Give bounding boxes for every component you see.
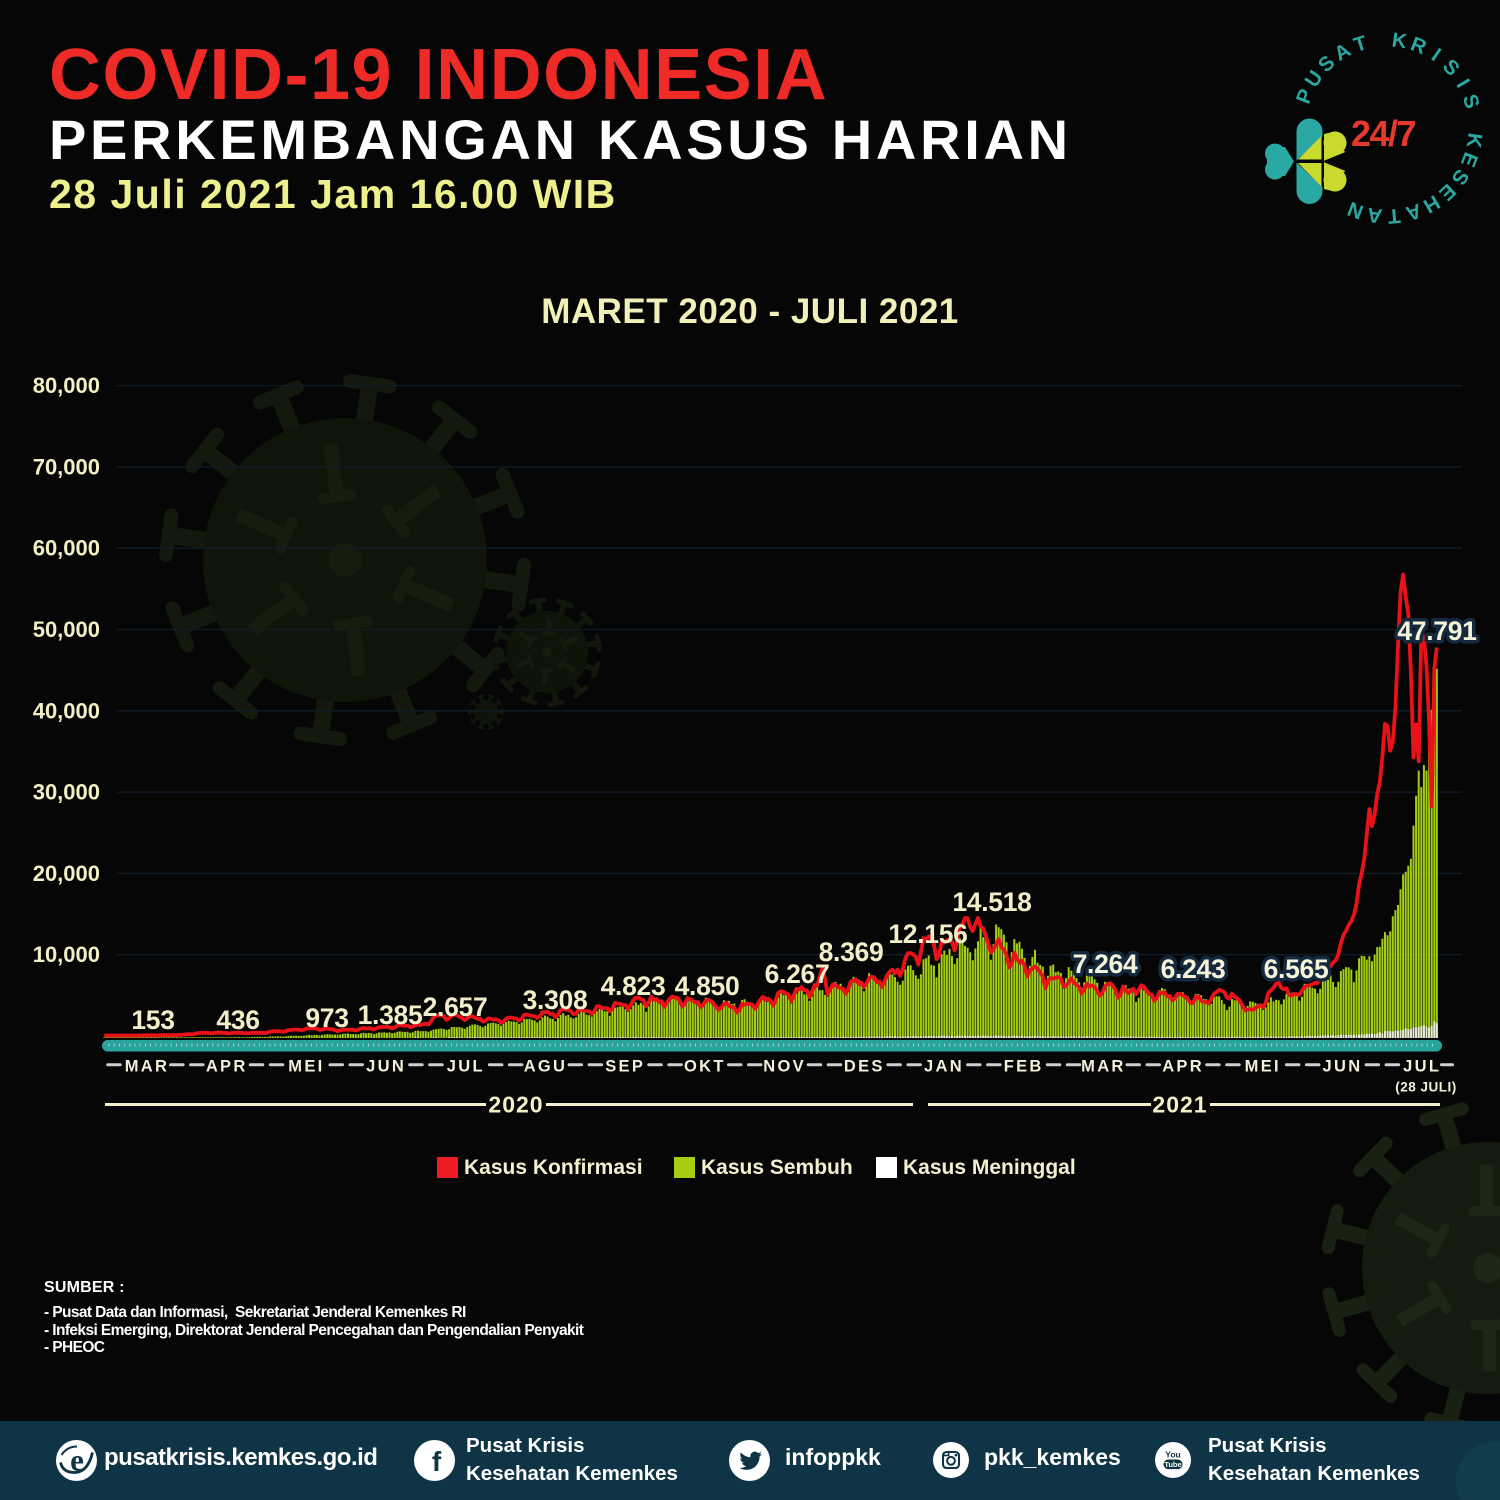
svg-text:1.385: 1.385 [358,1000,423,1030]
svg-text:N: N [1344,197,1366,224]
svg-text:f: f [432,1446,442,1477]
svg-text:JUL: JUL [447,1058,485,1076]
svg-text:MAR: MAR [125,1058,169,1076]
svg-text:R: R [1408,32,1430,59]
svg-text:973: 973 [305,1003,348,1033]
svg-text:JUN: JUN [366,1058,406,1076]
svg-text:2020: 2020 [488,1092,543,1118]
svg-text:2.657: 2.657 [423,992,488,1022]
svg-text:8.369: 8.369 [819,937,884,967]
svg-text:T: T [1387,204,1402,228]
svg-text:12.156: 12.156 [888,919,967,949]
svg-text:436: 436 [216,1005,259,1035]
svg-text:S: S [1438,55,1464,81]
svg-text:50,000: 50,000 [33,617,100,642]
svg-text:APR: APR [206,1058,248,1076]
svg-text:A: A [1365,203,1383,228]
svg-text:e: e [70,1443,84,1478]
svg-text:24/7: 24/7 [1351,113,1416,154]
svg-text:3.308: 3.308 [523,985,588,1015]
svg-text:2021: 2021 [1152,1092,1207,1118]
svg-text:K: K [1462,131,1487,149]
svg-text:153: 153 [131,1005,174,1035]
svg-text:7.264: 7.264 [1073,949,1138,979]
svg-text:OKT: OKT [684,1058,726,1076]
svg-text:Tube: Tube [1164,1460,1181,1469]
svg-text:(28 JULI): (28 JULI) [1395,1080,1457,1095]
svg-text:4.823: 4.823 [601,971,666,1001]
svg-text:I: I [1427,44,1445,66]
svg-text:NOV: NOV [763,1058,806,1076]
svg-text:4.850: 4.850 [675,971,740,1001]
svg-text:30,000: 30,000 [33,780,100,805]
svg-text:JUL: JUL [1403,1058,1441,1076]
svg-text:AGU: AGU [524,1058,568,1076]
svg-text:I: I [1452,75,1475,92]
svg-text:APR: APR [1162,1058,1204,1076]
svg-text:MEI: MEI [1245,1058,1281,1076]
svg-text:JUN: JUN [1323,1058,1363,1076]
svg-text:A: A [1403,199,1424,225]
svg-text:K: K [1390,28,1408,53]
svg-text:14.518: 14.518 [952,887,1031,917]
svg-text:6.243: 6.243 [1161,954,1226,984]
svg-text:40,000: 40,000 [33,698,100,723]
svg-text:H: H [1419,190,1443,217]
svg-text:T: T [1351,31,1370,57]
svg-text:6.565: 6.565 [1264,954,1329,984]
svg-text:20,000: 20,000 [33,861,100,886]
svg-text:A: A [1330,38,1355,65]
svg-text:S: S [1458,91,1484,111]
svg-text:E: E [1456,149,1482,170]
svg-text:SEP: SEP [605,1058,645,1076]
svg-text:80,000: 80,000 [33,373,100,398]
svg-text:You: You [1165,1450,1180,1460]
svg-text:70,000: 70,000 [33,454,100,479]
svg-text:10,000: 10,000 [33,942,100,967]
svg-text:47.791: 47.791 [1397,616,1476,646]
svg-text:JAN: JAN [924,1058,964,1076]
svg-text:MEI: MEI [288,1058,324,1076]
svg-text:6.267: 6.267 [765,959,830,989]
svg-text:60,000: 60,000 [33,536,100,561]
svg-text:DES: DES [844,1058,885,1076]
svg-text:FEB: FEB [1004,1058,1044,1076]
svg-text:MAR: MAR [1081,1058,1125,1076]
